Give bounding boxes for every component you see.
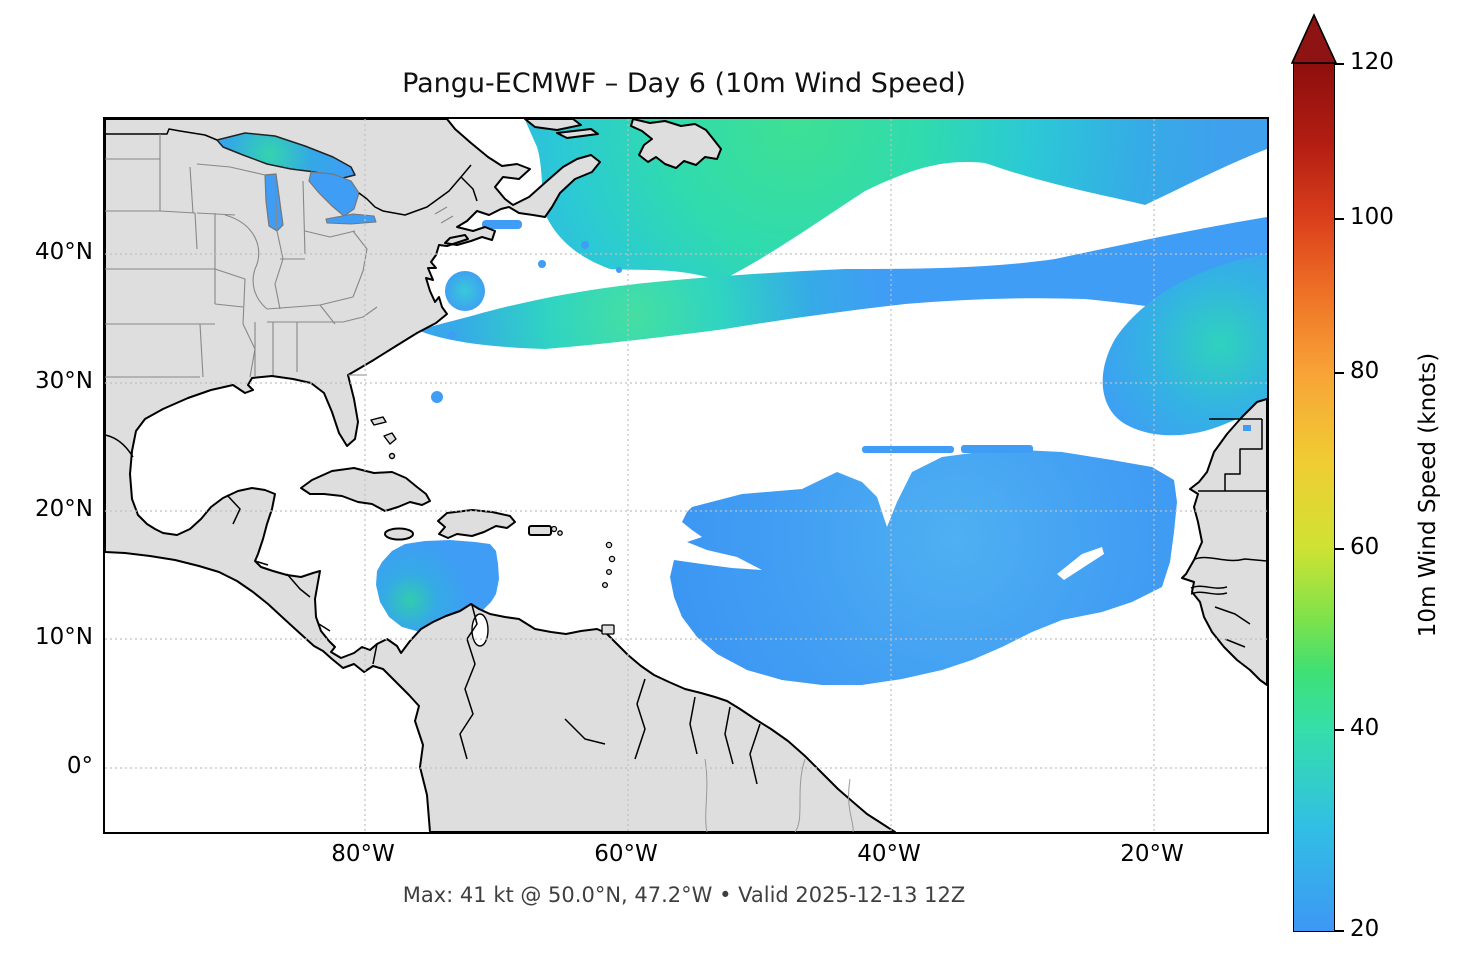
wind-streak-mass-bay [482,220,522,229]
wind-streak-25n-a [862,446,954,453]
border-colombia-venezuela [459,604,478,760]
y-tick-40n: 40°N [35,239,93,265]
colorbar-tick-120: 120 [1350,49,1394,75]
border-maine-nb [460,176,478,202]
landmass-africa [1181,398,1267,686]
border-gambia [1190,585,1228,589]
wind-dot [538,260,546,268]
island-jamaica [384,527,414,541]
border-panama-colombia [372,643,378,665]
wind-streak-25n-b [961,445,1033,453]
wind-hole-sliver [1057,547,1104,580]
border-suriname-frguiana [724,706,734,765]
colorbar-arrow [1291,13,1337,64]
island-antilles [605,568,613,576]
island-puerto-rico [528,525,552,536]
wind-dot [616,267,622,273]
y-tick-0: 0° [66,753,93,779]
lake-maracaibo [471,613,489,647]
x-tick-20w: 20°W [1120,841,1184,867]
colorbar [1293,63,1335,932]
border-gambia [1190,591,1228,595]
x-tick-60w: 60°W [594,841,658,867]
island-anticosti [556,128,599,139]
wind-patch-small [445,271,485,311]
caption: Max: 41 kt @ 50.0°N, 47.2°W • Valid 2025… [402,883,966,907]
y-tick-30n: 30°N [35,368,93,394]
landmass-quebec-shore [524,119,582,131]
great-lakes [216,132,377,232]
x-tick-40w: 40°W [857,841,921,867]
map-svg [105,119,1267,832]
border-belize [254,560,269,566]
state-borders [105,134,454,378]
border-venezuela-brazil [564,718,606,745]
border-venezuela-guyana [634,678,646,760]
wind-dot [431,391,443,403]
island-antilles [601,581,609,589]
y-tick-20n: 20°N [35,496,93,522]
island-trinidad [601,624,615,635]
colorbar-tick [1335,218,1344,220]
wind-dot [581,241,589,249]
colorbar-label: 10m Wind Speed (knots) [1415,352,1441,638]
x-tick-80w: 80°W [331,841,395,867]
colorbar-tick [1335,930,1344,932]
gridlines [105,119,1267,832]
border-us-canada-east [358,164,472,216]
colorbar-tick [1335,63,1344,65]
country-borders [105,128,1267,785]
border-frguiana-brazil [749,723,761,785]
colorbar-tick [1335,548,1344,550]
lake-erie [325,213,377,225]
island-antilles [550,525,558,533]
wind-region-newfoundland-storm [525,119,1267,281]
border-senegal-river [1194,556,1267,562]
border-costa-rica [318,623,331,632]
colorbar-tick-80: 80 [1350,358,1380,384]
island-bahamas [370,416,387,426]
page-title: Pangu-ECMWF – Day 6 (10m Wind Speed) [402,68,966,99]
island-antilles [557,530,563,536]
colorbar-tick [1335,372,1344,374]
border-honduras-nicaragua [286,573,311,598]
colorbar-tick-40: 40 [1350,715,1380,741]
map-axes [103,117,1269,834]
border-guyana-suriname [689,696,698,755]
lake-superior [216,132,356,180]
island-bahamas [383,432,397,445]
island-antilles [605,541,613,549]
wind-region-trade-winds [670,449,1177,685]
y-tick-10n: 10°N [35,624,93,650]
wind-dot-africa [1243,425,1251,431]
colorbar-tick-100: 100 [1350,204,1394,230]
lake-huron [308,171,360,217]
wind-dot [448,331,456,339]
colorbar-tick [1335,729,1344,731]
island-hispaniola [437,509,516,539]
lake-michigan [264,173,284,232]
island-antilles [608,555,616,563]
border-mexico-guatemala [226,494,241,525]
border-us-mexico [105,434,134,458]
island-bahamas [388,452,396,460]
border-guinea-sl [1224,638,1246,648]
island-newfoundland [630,119,722,169]
colorbar-tick-60: 60 [1350,534,1380,560]
colorbar-tick-20: 20 [1350,916,1380,942]
border-guinea [1214,606,1251,625]
landmass-americas [105,119,896,832]
border-algeria-mauritania [1224,419,1263,491]
border-us-canada [105,128,218,141]
wind-region-midlat-band [420,217,1267,349]
rivers [704,758,854,832]
wind-region-morocco-blob [1102,254,1267,436]
